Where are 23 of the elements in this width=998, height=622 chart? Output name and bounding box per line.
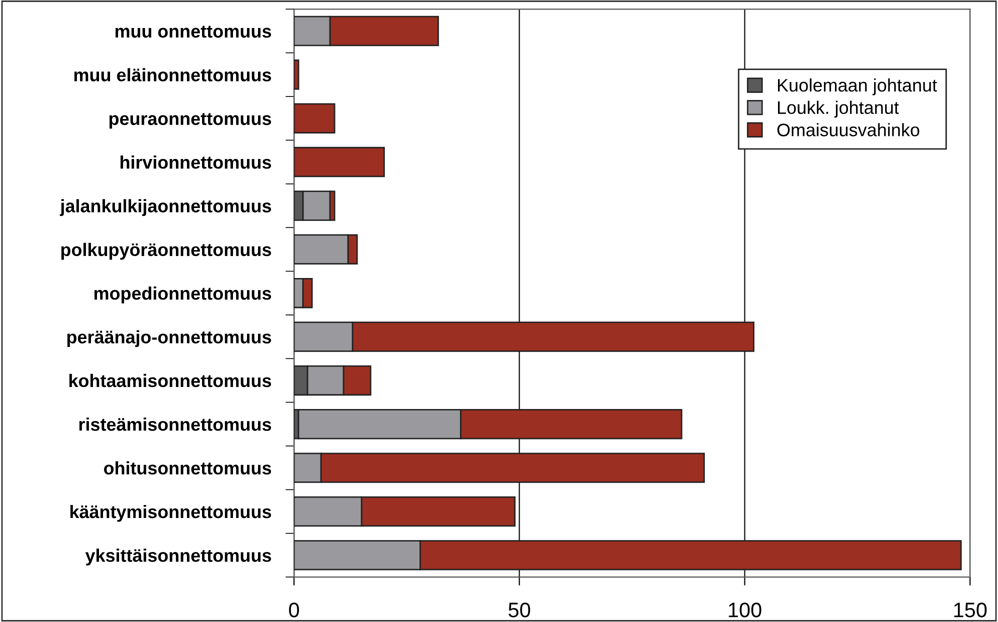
- y-tick-label: muu onnettomuus: [116, 26, 272, 38]
- x-tick-label: 0: [289, 602, 299, 618]
- x-tick-label: 150: [954, 602, 987, 618]
- y-tick-label: polkupyöräonnettomuus: [61, 242, 272, 260]
- bar: [294, 146, 385, 178]
- y-tick-label: peräänajo-onnettomuus: [67, 330, 272, 348]
- y-tick-label: jalankulkijaonnettomuus: [60, 199, 272, 216]
- y-tick-label: yksittäisonnettomuus: [85, 548, 272, 566]
- legend-label: Omaisuusvahinko: [777, 123, 920, 136]
- y-tick-label: kääntymisonnettomuus: [70, 504, 272, 522]
- x-tick-label: 100: [728, 602, 762, 618]
- bar: [294, 103, 336, 134]
- x-tick-label: 50: [508, 602, 530, 618]
- y-tick-label: ohitusonnettomuus: [104, 461, 272, 475]
- y-tick-label: risteämisonnettomuus: [79, 418, 272, 431]
- legend-label: Kuolemaan johtanut: [778, 78, 938, 96]
- y-tick-label: kohtaamisonnettomuus: [69, 374, 272, 388]
- y-tick-label: muu eläinonnettomuus: [74, 68, 272, 82]
- y-tick-label: peuraonnettomuus: [109, 113, 272, 129]
- legend-label: Loukk. johtanut: [778, 100, 899, 118]
- bar: [294, 60, 300, 90]
- y-tick-label: mopedionnettomuus: [94, 286, 272, 304]
- y-tick-label: hirvionnettomuus: [120, 155, 272, 169]
